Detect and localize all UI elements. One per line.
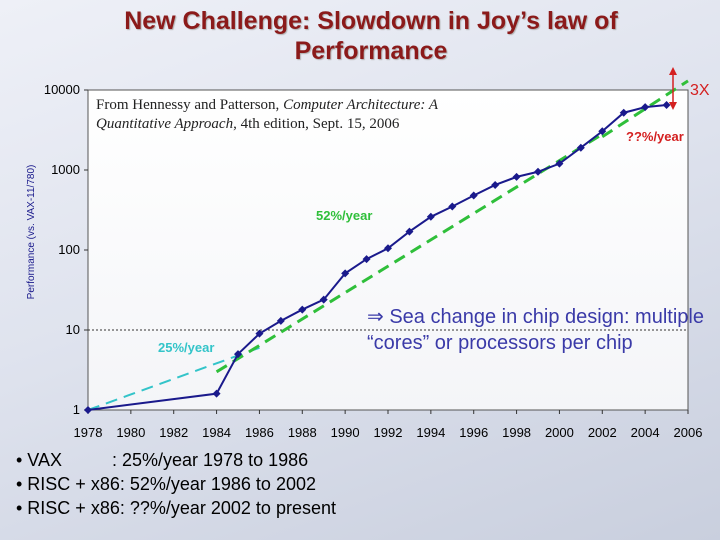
bullet-risc-1986: • RISC + x86: 52%/year 1986 to 2002 <box>16 474 316 494</box>
source-prefix: From Hennessy and Patterson, <box>96 97 284 113</box>
bullet-risc-2002: • RISC + x86: ??%/year 2002 to present <box>16 498 336 518</box>
data-point <box>512 172 521 181</box>
title-line-2: Performance <box>294 37 448 65</box>
x-tick-label: 1996 <box>459 425 488 440</box>
title-line-1: New Challenge: Slowdown in Joy’s law of <box>124 7 618 35</box>
x-tick-label: 2000 <box>545 425 574 440</box>
gap-arrow-down <box>669 102 677 110</box>
data-point <box>662 100 671 109</box>
bullet-vax: • VAX : 25%/year 1978 to 1986 <box>16 450 309 470</box>
slide-title: New Challenge: Slowdown in Joy’s law of … <box>0 6 720 66</box>
x-tick-label: 1994 <box>416 425 445 440</box>
data-point <box>426 212 435 221</box>
x-tick-label: 1988 <box>288 425 317 440</box>
data-point <box>298 305 307 314</box>
data-point <box>276 316 285 325</box>
data-point <box>319 295 328 304</box>
annotation-unknown-rate: ??%/year <box>626 129 684 144</box>
data-point <box>362 255 371 264</box>
y-tick-label: 1000 <box>51 162 80 177</box>
data-point <box>341 269 350 278</box>
data-point <box>534 167 542 176</box>
x-tick-label: 1982 <box>159 425 188 440</box>
data-point <box>255 329 264 338</box>
x-tick-label: 2002 <box>588 425 617 440</box>
y-axis-label: Performance (vs. VAX-11/780) <box>26 165 37 300</box>
data-point <box>84 406 92 414</box>
y-tick-label: 1 <box>73 402 80 417</box>
y-tick-label: 10000 <box>44 82 80 97</box>
x-tick-label: 2004 <box>631 425 660 440</box>
source-citation: From Hennessy and Patterson, Computer Ar… <box>96 96 516 134</box>
data-point <box>641 103 650 112</box>
data-point <box>212 389 221 398</box>
source-suffix: , 4th edition, Sept. 15, 2006 <box>233 116 400 132</box>
data-point <box>598 127 607 136</box>
x-tick-label: 1984 <box>202 425 231 440</box>
data-point <box>405 227 414 236</box>
y-tick-label: 100 <box>58 242 80 257</box>
bullet-list: • VAX : 25%/year 1978 to 1986 • RISC + x… <box>16 448 336 520</box>
data-point <box>491 180 500 189</box>
data-point <box>384 244 392 253</box>
data-point <box>234 350 242 359</box>
source-book-title: Computer Architecture: A Quantitative Ap… <box>96 97 438 132</box>
trend-label-vax: 25%/year <box>158 340 214 355</box>
trend-label-risc: 52%/year <box>316 208 372 223</box>
data-point <box>576 143 585 152</box>
x-tick-label: 1998 <box>502 425 531 440</box>
y-tick-label: 10 <box>66 322 80 337</box>
annotation-gap-factor: 3X <box>690 82 710 99</box>
x-tick-label: 1992 <box>374 425 403 440</box>
x-tick-label: 1978 <box>74 425 103 440</box>
x-tick-label: 1986 <box>245 425 274 440</box>
x-tick-label: 1990 <box>331 425 360 440</box>
callout-text: ⇒ Sea change in chip design: multiple “c… <box>367 304 707 356</box>
data-point <box>555 159 564 168</box>
implies-symbol: ⇒ <box>367 306 384 328</box>
data-point <box>619 108 628 117</box>
data-point <box>448 202 457 211</box>
trend-line-vax <box>87 346 260 411</box>
gap-arrow-up <box>669 67 677 75</box>
x-tick-label: 2006 <box>674 425 703 440</box>
callout-body: Sea change in chip design: multiple “cor… <box>367 306 704 354</box>
x-tick-label: 1980 <box>116 425 145 440</box>
data-point <box>469 191 478 200</box>
